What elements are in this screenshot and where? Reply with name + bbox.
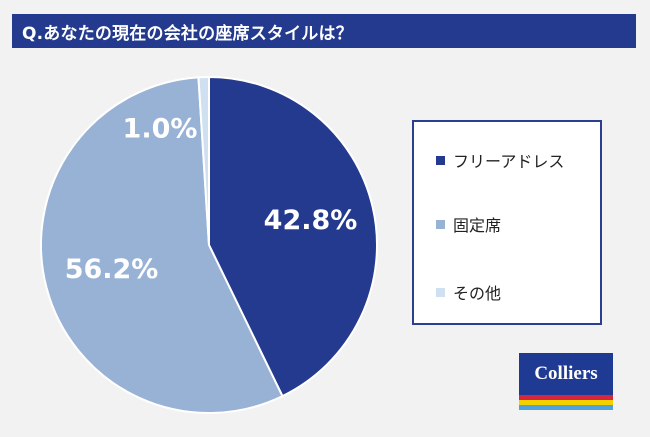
legend-swatch-other: [436, 287, 445, 297]
legend-item-other: その他: [436, 280, 501, 304]
logo-stripe-blue: [519, 405, 613, 410]
pie-slice-fixed-seat: [40, 76, 284, 414]
logo-stripe-yellow: [519, 400, 613, 405]
pie-slice-other: [197, 75, 210, 246]
legend-label-fixed-seat: 固定席: [453, 216, 502, 235]
legend-swatch-fixed-seat: [436, 219, 445, 229]
data-label-fixed-seat: 56.2%: [65, 254, 159, 285]
data-label-free-address: 42.8%: [264, 205, 358, 236]
legend: フリーアドレス 固定席 その他: [412, 120, 602, 325]
chart-title-bar: Q.あなたの現在の会社の座席スタイルは？: [12, 14, 636, 48]
legend-item-free-address: フリーアドレス: [436, 148, 564, 172]
colliers-logo: Colliers: [519, 353, 613, 410]
logo-wordmark: Colliers: [519, 353, 613, 395]
pie-slice-free-address: [208, 75, 378, 398]
chart-title: Q.あなたの現在の会社の座席スタイルは？: [22, 23, 353, 44]
legend-item-fixed-seat: 固定席: [436, 212, 501, 236]
legend-label-other: その他: [453, 284, 502, 303]
legend-swatch-free-address: [436, 155, 445, 165]
legend-label-free-address: フリーアドレス: [453, 152, 565, 171]
logo-stripe-red: [519, 395, 613, 400]
data-label-other: 1.0%: [123, 114, 198, 145]
